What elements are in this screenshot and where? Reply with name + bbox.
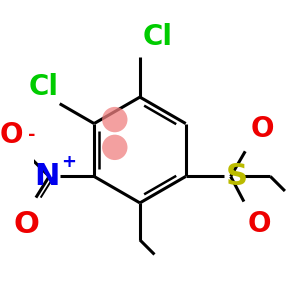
Text: O: O	[14, 209, 40, 238]
Text: +: +	[61, 153, 76, 171]
Text: -: -	[28, 127, 36, 145]
Circle shape	[102, 135, 128, 160]
Text: N: N	[34, 162, 60, 191]
Text: S: S	[225, 162, 248, 191]
Text: Cl: Cl	[28, 73, 58, 101]
Circle shape	[102, 107, 128, 132]
Text: O: O	[0, 121, 23, 149]
Text: Cl: Cl	[142, 23, 172, 51]
Text: O: O	[250, 116, 274, 143]
Text: O: O	[248, 209, 272, 238]
